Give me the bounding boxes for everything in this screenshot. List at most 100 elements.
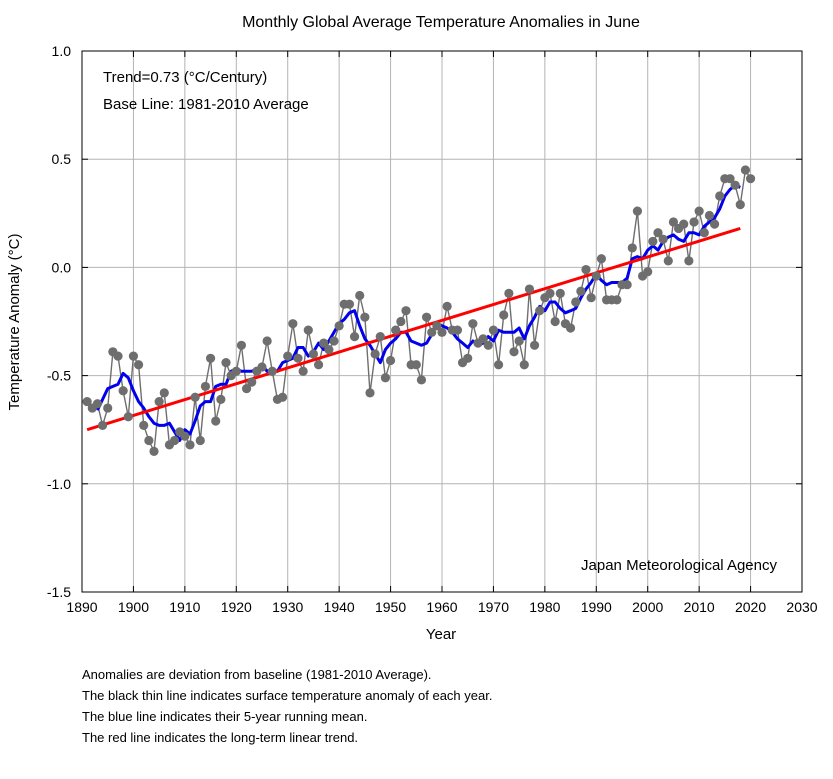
annual-anomaly-point xyxy=(699,228,709,238)
annual-anomaly-point xyxy=(468,319,478,329)
x-tick-label: 2030 xyxy=(786,599,817,615)
annual-anomaly-point xyxy=(236,340,247,350)
y-tick-label: 0.5 xyxy=(52,151,72,167)
annual-anomaly-point xyxy=(365,388,375,398)
annual-anomaly-point xyxy=(581,264,591,275)
note-annual-line: The black thin line indicates surface te… xyxy=(82,688,493,703)
annual-anomaly-point xyxy=(571,297,581,307)
annual-anomaly-point xyxy=(216,394,226,405)
annual-anomaly-point xyxy=(169,435,180,446)
annual-anomaly-point xyxy=(159,388,169,398)
annual-anomaly-point xyxy=(694,206,704,216)
running-mean-line xyxy=(96,183,741,442)
annual-anomaly-point xyxy=(632,206,643,216)
chart-title: Monthly Global Average Temperature Anoma… xyxy=(242,14,640,31)
temperature-anomaly-chart: Monthly Global Average Temperature Anoma… xyxy=(6,14,818,643)
annual-anomaly-point xyxy=(740,165,751,175)
annual-anomaly-point xyxy=(493,360,504,370)
annual-anomaly-point xyxy=(529,340,540,350)
annual-anomaly-point xyxy=(190,392,200,402)
annual-anomaly-point xyxy=(139,420,149,430)
annual-anomaly-point xyxy=(149,446,159,456)
annual-anomaly-point xyxy=(401,306,411,316)
x-tick-label: 1920 xyxy=(221,599,252,615)
annual-anomaly-point xyxy=(370,349,380,359)
annual-anomaly-point xyxy=(113,351,123,361)
annual-anomaly-point xyxy=(211,416,221,426)
annual-anomaly-point xyxy=(715,191,725,201)
annual-anomaly-point xyxy=(380,373,391,383)
trend-annotation: Trend=0.73 (°C/Century) xyxy=(103,69,267,86)
annual-anomaly-point xyxy=(725,174,735,184)
annual-anomaly-point xyxy=(283,351,293,361)
annual-anomaly-point xyxy=(324,345,334,355)
x-tick-label: 2000 xyxy=(632,599,663,615)
x-tick-label: 1910 xyxy=(169,599,200,615)
chart-notes: Anomalies are deviation from baseline (1… xyxy=(82,664,802,748)
annual-anomaly-point xyxy=(535,306,545,316)
annual-anomaly-point xyxy=(684,256,694,266)
y-axis: -1.5 -1.0 -0.5 0.0 0.5 1.0 xyxy=(47,43,802,600)
annual-anomaly-point xyxy=(133,360,144,370)
annual-anomaly-point xyxy=(144,435,154,446)
annual-anomaly-point xyxy=(658,234,668,244)
x-axis: 1890 1900 1910 1920 1930 1940 1950 1960 1970 1980… xyxy=(66,51,818,615)
annual-anomaly-point xyxy=(730,180,740,190)
annual-anomaly-point xyxy=(205,353,216,363)
annual-anomaly-point xyxy=(185,440,195,450)
annual-anomaly-point xyxy=(180,431,190,441)
annual-anomaly-point xyxy=(550,316,560,327)
annual-anomaly-point xyxy=(267,366,277,376)
annual-anomaly-point xyxy=(344,299,355,309)
annual-anomaly-point xyxy=(257,362,267,372)
baseline-annotation: Base Line: 1981-2010 Average xyxy=(103,96,309,113)
grid xyxy=(82,51,802,592)
x-tick-label: 1890 xyxy=(66,599,97,615)
annual-anomaly-point xyxy=(653,228,663,238)
note-running-mean: The blue line indicates their 5-year run… xyxy=(82,709,368,724)
annual-anomaly-point xyxy=(488,325,499,335)
annual-anomaly-line xyxy=(86,167,752,454)
annual-anomaly-point xyxy=(385,355,396,366)
y-tick-label: -1.5 xyxy=(47,584,71,600)
x-tick-label: 1900 xyxy=(118,599,149,615)
annual-anomaly-point xyxy=(432,321,442,331)
y-tick-label: -1.0 xyxy=(47,476,71,492)
annual-anomaly-point xyxy=(596,254,607,264)
annual-anomaly-point xyxy=(421,312,432,322)
annual-anomaly-point xyxy=(231,366,241,376)
note-trend-line: The red line indicates the long-term lin… xyxy=(82,730,359,745)
annual-anomaly-point xyxy=(452,325,463,335)
annual-anomaly-point xyxy=(524,284,535,294)
annual-anomaly-point xyxy=(241,383,252,394)
annual-anomaly-point xyxy=(200,381,211,392)
annual-anomaly-point xyxy=(612,295,622,305)
x-tick-label: 1990 xyxy=(581,599,612,615)
annual-anomaly-point xyxy=(195,435,205,446)
annual-anomaly-point xyxy=(221,358,231,368)
annual-anomaly-point xyxy=(519,360,529,370)
annual-anomaly-point xyxy=(668,217,679,227)
annual-anomaly-point xyxy=(504,288,514,298)
annual-anomaly-point xyxy=(396,316,406,327)
annual-anomaly-point xyxy=(288,319,298,329)
annual-anomaly-point xyxy=(622,280,632,290)
annual-anomaly-point xyxy=(478,334,488,344)
annual-anomaly-point xyxy=(648,236,658,247)
annual-anomaly-point xyxy=(262,336,272,346)
annual-anomaly-point xyxy=(514,336,524,346)
note-anomaly-definition: Anomalies are deviation from baseline (1… xyxy=(82,667,432,682)
annual-anomaly-point xyxy=(463,353,473,363)
annual-anomaly-point xyxy=(355,290,365,301)
annual-anomaly-point xyxy=(437,327,447,337)
annual-anomaly-point xyxy=(416,375,427,385)
annual-anomaly-point xyxy=(704,210,715,221)
annual-anomaly-point xyxy=(663,256,673,266)
annual-anomaly-point xyxy=(745,174,756,184)
annual-anomaly-point xyxy=(483,340,493,350)
annual-anomaly-point xyxy=(427,327,437,337)
annual-anomaly-point xyxy=(709,219,720,229)
annual-anomaly-point xyxy=(154,396,164,407)
annual-anomaly-point xyxy=(329,336,339,346)
annual-anomaly-point xyxy=(247,377,257,387)
